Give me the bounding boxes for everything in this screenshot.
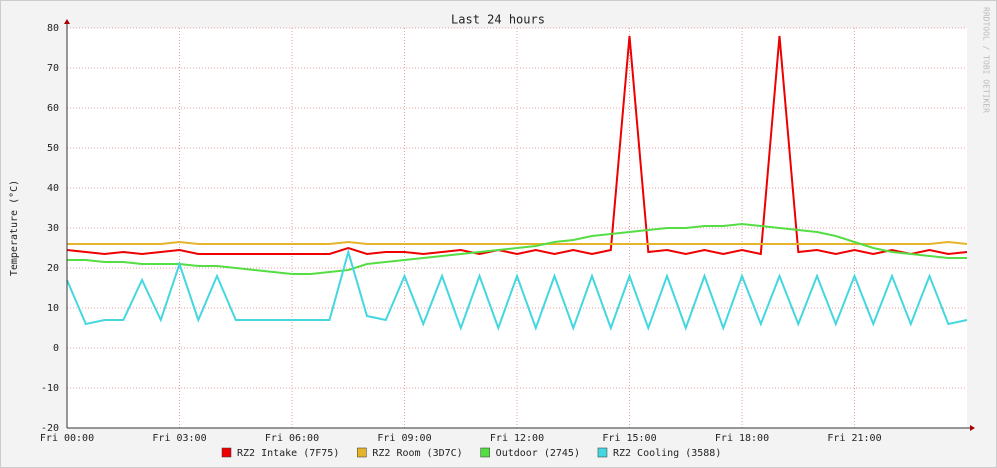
y-tick-label: 0 [53,343,59,354]
legend-label: RZ2 Intake (7F75) [237,448,339,459]
x-tick-label: Fri 12:00 [490,433,544,444]
series-line [66,248,968,331]
legend-swatch [357,447,367,458]
x-tick-label: Fri 00:00 [40,433,94,444]
y-tick-label: 40 [47,183,59,194]
series-line [67,240,968,245]
y-tick-label: -10 [41,383,59,394]
y-tick-label: 20 [47,263,59,274]
chart-title: Last 24 hours [451,13,545,27]
x-tick-label: Fri 06:00 [265,433,319,444]
series-line [66,35,968,256]
legend-label: RZ2 Cooling (3588) [613,448,721,459]
legend-label: RZ2 Room (3D7C) [372,448,462,459]
x-arrow [970,425,975,431]
y-tick-label: 10 [47,303,59,314]
y-arrow [64,19,70,24]
y-tick-label: 50 [47,143,59,154]
series-line [67,222,967,275]
y-axis-label: Temperature (°C) [9,180,20,276]
y-tick-label: 80 [47,23,59,34]
watermark: RRDTOOL / TOBI OETIKER [982,7,991,113]
y-tick-label: 60 [47,103,59,114]
y-tick-label: 70 [47,63,59,74]
legend-label: Outdoor (2745) [496,448,580,459]
plot [66,27,968,429]
x-tick-label: Fri 09:00 [377,433,431,444]
x-tick-label: Fri 15:00 [602,433,656,444]
legend-swatch [597,447,608,458]
x-tick-label: Fri 03:00 [152,433,206,444]
y-tick-label: 30 [47,223,59,234]
legend-swatch [221,447,232,458]
x-tick-label: Fri 18:00 [715,433,769,444]
y-tick-label: -20 [41,423,59,434]
legend-swatch [480,447,490,458]
x-tick-label: Fri 21:00 [827,433,881,444]
